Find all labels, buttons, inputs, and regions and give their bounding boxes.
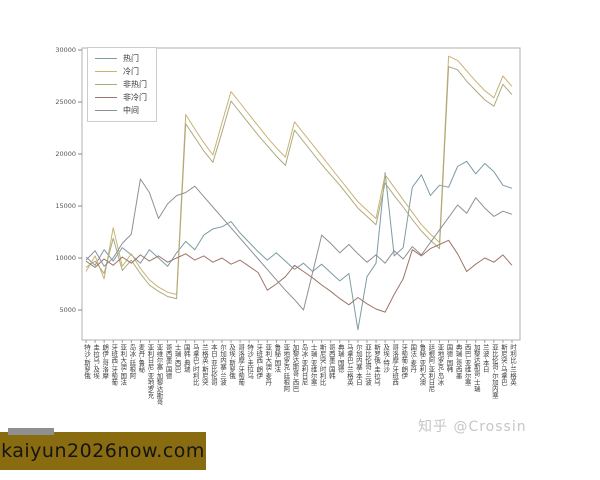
x-tick-label: 马拿巴-兰格英 [345, 344, 354, 386]
x-tick-label: 亚利大澳-国法 [118, 344, 127, 386]
x-tick-label: 牙萄葡-朗伊 [399, 344, 408, 379]
legend-line-swatch [95, 84, 117, 85]
promo-strip [8, 428, 54, 435]
legend-line-swatch [95, 58, 117, 59]
x-tick-label: 亚利日尼-亚地罗克 [145, 344, 154, 399]
legend-line-swatch [95, 110, 117, 111]
series-line-中间 [85, 178, 513, 311]
x-tick-label: 国韩-典瑞 [182, 344, 191, 373]
x-tick-label: 斯尼突-时利比 [318, 344, 327, 386]
legend-item: 中间 [95, 104, 147, 117]
x-tick-label: 圭拉乌-及埃 [91, 344, 100, 379]
legend-item: 非热门 [95, 78, 147, 91]
y-tick-label: 10000 [55, 254, 76, 262]
x-tick-label: 典瑞-国德 [336, 344, 345, 373]
legend-label: 冷门 [123, 67, 139, 76]
x-tick-label: 加黎达斯哥-西巴 [290, 344, 299, 392]
legend-label: 热门 [123, 54, 139, 63]
y-tick-label: 25000 [55, 98, 76, 106]
x-tick-label: 特沙-圭拉乌 [245, 344, 254, 379]
x-tick-label: 及埃-特沙 [381, 344, 390, 373]
chart-canvas [78, 47, 521, 343]
legend-item: 热门 [95, 52, 147, 65]
x-tick-label: 典瑞-哥西墨 [454, 344, 463, 379]
legend-label: 非冷门 [123, 93, 147, 102]
y-tick-label: 5000 [59, 306, 76, 314]
x-tick-label: 斯罗俄-圭拉乌 [372, 344, 381, 386]
x-tick-label: 亚比伦哥-尔加内塞 [490, 344, 499, 399]
x-tick-label: 哥洛摩-牙班西 [390, 344, 399, 386]
x-tick-label: 鲁秘-亚利大澳 [417, 344, 426, 386]
x-tick-label: 鲁秘-国法 [272, 344, 281, 373]
x-tick-label: 加黎达斯哥-士瑞 [472, 344, 481, 392]
series-line-非冷门 [85, 239, 513, 313]
x-tick-label: 亚维尔塞-加黎达斯哥 [155, 344, 163, 405]
x-tick-label: 尔加内塞-兰波 [218, 344, 227, 386]
promo-badge-text: kaiyun2026now.com [1, 440, 205, 462]
x-tick-label: 哥西墨-国韩 [327, 344, 336, 379]
x-tick-label: 兰波-本日 [481, 344, 490, 373]
x-tick-label: 及埃-斯罗俄 [227, 344, 236, 379]
legend-item: 非冷门 [95, 91, 147, 104]
legend-label: 非热门 [123, 80, 147, 89]
x-tick-label: 马拿巴-时利比 [191, 344, 200, 386]
y-tick-label: 20000 [55, 150, 76, 158]
x-tick-label: 尔加内塞-本日 [354, 344, 363, 386]
x-tick-label: 牙班西-朗伊 [254, 344, 263, 379]
x-tick-label: 亚地罗克-岛冰 [435, 344, 444, 386]
x-tick-label: 亚比伦哥-兰波 [363, 344, 372, 386]
x-tick-label: 士瑞-亚维尔塞 [309, 344, 318, 386]
y-tick-label: 15000 [55, 202, 76, 210]
x-tick-label: 朗伊-哥洛摩 [100, 344, 109, 379]
x-tick-label: 斯尼突-马拿巴 [499, 344, 508, 386]
x-tick-label: 国法-麦丹 [408, 344, 417, 373]
zhihu-watermark: 知乎 @Crossin [418, 419, 527, 435]
x-tick-label: 亚利大澳-麦丹 [263, 344, 272, 386]
series-line-非热门 [85, 66, 513, 300]
x-tick-label: 哥洛摩-牙萄葡 [236, 344, 245, 386]
promo-badge[interactable]: kaiyun2026now.com [0, 428, 206, 470]
x-tick-label: 哥西墨-国德 [164, 344, 173, 379]
x-tick-label: 时利比-兰格英 [508, 344, 517, 386]
x-tick-label: 兰格英-斯尼突 [200, 344, 209, 386]
legend-line-swatch [95, 97, 117, 98]
x-tick-label: 牙班西-牙萄葡 [109, 344, 118, 386]
x-tick-label: 本日-亚比伦哥 [209, 344, 218, 386]
x-tick-label: 亚地罗克-廷根阿 [281, 344, 290, 392]
x-tick-label: 士瑞-西巴 [173, 344, 182, 373]
legend: 热门冷门非热门非冷门中间 [87, 47, 157, 122]
plot-frame [81, 47, 521, 341]
legend-item: 冷门 [95, 65, 147, 78]
legend-label: 中间 [123, 106, 139, 115]
x-tick-label: 特沙-斯罗俄 [82, 344, 91, 379]
y-tick-label: 30000 [55, 46, 76, 54]
x-tick-label: 廷根阿-亚利日尼 [426, 344, 435, 392]
x-tick-label: 西巴-亚维尔塞 [463, 344, 472, 386]
x-tick-label: 岛冰-亚利日尼 [300, 344, 309, 386]
legend-line-swatch [95, 71, 117, 72]
x-tick-label: 国德-国韩 [445, 344, 454, 373]
x-tick-label: 岛冰-廷根阿 [127, 344, 136, 379]
x-tick-label: 麦丹-鲁秘 [136, 344, 145, 373]
